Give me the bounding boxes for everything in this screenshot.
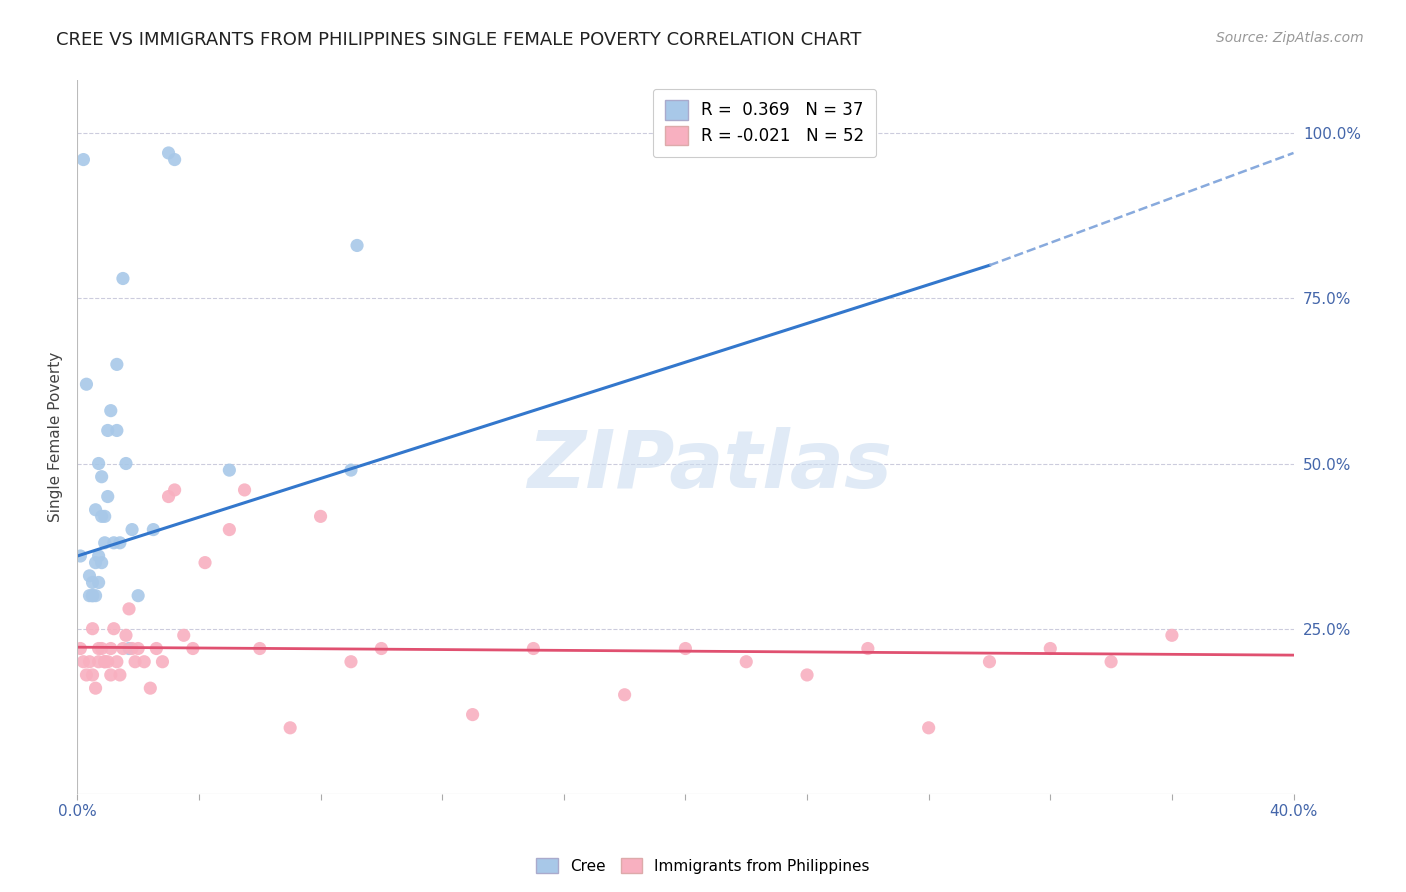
Point xyxy=(84,556,107,570)
Point xyxy=(82,668,104,682)
Point xyxy=(87,641,110,656)
Point xyxy=(93,655,115,669)
Point xyxy=(84,589,107,603)
Y-axis label: Single Female Poverty: Single Female Poverty xyxy=(48,352,63,522)
Point xyxy=(309,509,332,524)
Point xyxy=(157,145,180,160)
Point xyxy=(194,556,217,570)
Text: CREE VS IMMIGRANTS FROM PHILIPPINES SINGLE FEMALE POVERTY CORRELATION CHART: CREE VS IMMIGRANTS FROM PHILIPPINES SING… xyxy=(56,31,862,49)
Point xyxy=(82,575,104,590)
Point xyxy=(75,668,97,682)
Point xyxy=(142,523,165,537)
Point xyxy=(82,589,104,603)
Point xyxy=(157,490,180,504)
Point xyxy=(79,569,101,583)
Point xyxy=(100,641,122,656)
Point xyxy=(918,721,941,735)
Point xyxy=(90,556,112,570)
Point xyxy=(118,602,141,616)
Point xyxy=(218,523,240,537)
Point xyxy=(370,641,392,656)
Point xyxy=(79,589,101,603)
Point xyxy=(69,549,91,563)
Point xyxy=(82,622,104,636)
Point xyxy=(340,463,363,477)
Point xyxy=(796,668,818,682)
Point xyxy=(856,641,879,656)
Point xyxy=(87,457,110,471)
Point xyxy=(87,655,110,669)
Legend: R =  0.369   N = 37, R = -0.021   N = 52: R = 0.369 N = 37, R = -0.021 N = 52 xyxy=(652,88,876,157)
Point xyxy=(97,490,120,504)
Point xyxy=(115,628,138,642)
Point xyxy=(249,641,271,656)
Point xyxy=(97,424,120,438)
Point xyxy=(93,655,115,669)
Point xyxy=(105,358,128,372)
Point xyxy=(84,502,107,516)
Point xyxy=(173,628,195,642)
Point xyxy=(121,523,143,537)
Point xyxy=(218,463,240,477)
Point xyxy=(163,483,186,497)
Point xyxy=(134,655,156,669)
Point xyxy=(163,153,186,167)
Point xyxy=(79,655,101,669)
Point xyxy=(613,688,636,702)
Point xyxy=(124,655,146,669)
Point xyxy=(72,153,94,167)
Point xyxy=(90,641,112,656)
Point xyxy=(118,641,141,656)
Point xyxy=(340,655,363,669)
Point xyxy=(181,641,204,656)
Point xyxy=(82,589,104,603)
Point xyxy=(115,457,138,471)
Point xyxy=(127,589,149,603)
Point xyxy=(108,536,131,550)
Point xyxy=(121,641,143,656)
Point xyxy=(87,549,110,563)
Point xyxy=(1161,628,1184,642)
Point xyxy=(100,668,122,682)
Point xyxy=(97,655,120,669)
Point xyxy=(84,681,107,695)
Point xyxy=(233,483,256,497)
Point xyxy=(278,721,301,735)
Point xyxy=(103,536,125,550)
Point xyxy=(1039,641,1062,656)
Text: ZIPatlas: ZIPatlas xyxy=(527,426,893,505)
Point xyxy=(979,655,1001,669)
Point xyxy=(346,238,368,252)
Point xyxy=(87,575,110,590)
Point xyxy=(72,655,94,669)
Point xyxy=(522,641,544,656)
Point xyxy=(100,403,122,417)
Point xyxy=(461,707,484,722)
Point xyxy=(93,536,115,550)
Point xyxy=(675,641,697,656)
Point xyxy=(139,681,162,695)
Point xyxy=(75,377,97,392)
Point xyxy=(111,641,134,656)
Point xyxy=(90,509,112,524)
Point xyxy=(152,655,174,669)
Text: Source: ZipAtlas.com: Source: ZipAtlas.com xyxy=(1216,31,1364,45)
Point xyxy=(93,509,115,524)
Point xyxy=(111,271,134,285)
Point xyxy=(103,622,125,636)
Point xyxy=(90,469,112,483)
Point xyxy=(69,641,91,656)
Point xyxy=(1099,655,1122,669)
Point xyxy=(735,655,758,669)
Point xyxy=(145,641,167,656)
Point xyxy=(108,668,131,682)
Point xyxy=(105,655,128,669)
Point xyxy=(127,641,149,656)
Point xyxy=(105,424,128,438)
Legend: Cree, Immigrants from Philippines: Cree, Immigrants from Philippines xyxy=(530,852,876,880)
